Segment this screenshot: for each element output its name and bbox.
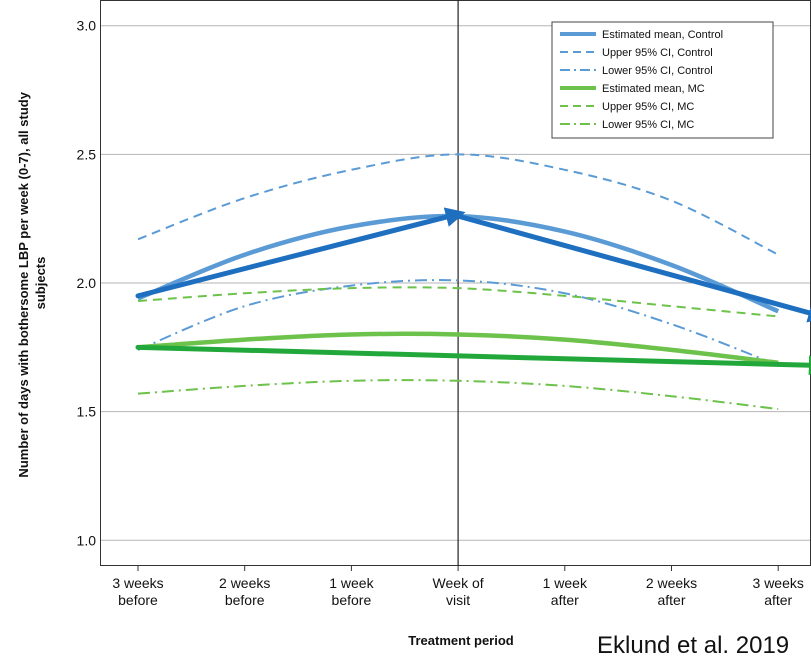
- x-tick-label-2: 1 week before: [329, 575, 374, 608]
- x-axis-label: Treatment period: [408, 633, 514, 648]
- y-tick-label-3: 2.5: [77, 146, 97, 162]
- series-line-5: [137, 379, 779, 411]
- x-tick-label-0-line-2: before: [118, 592, 158, 608]
- y-axis-label-line-2: subjects: [33, 257, 48, 310]
- y-tick-label-4: 3.0: [77, 18, 97, 34]
- annotation-arrow-2: [135, 344, 811, 376]
- x-tick-label-0: 3 weeks before: [112, 575, 163, 608]
- annotation-arrow-0: [135, 207, 466, 299]
- x-tick-label-3: Week of visit: [433, 575, 484, 608]
- x-tick-label-5: 2 weeks after: [646, 575, 697, 608]
- x-tick-label-1-line-1: 2 weeks: [219, 575, 270, 591]
- x-tick-label-4: 1 week after: [543, 575, 588, 608]
- series-line-3: [137, 331, 779, 365]
- x-tick-label-0-line-1: 3 weeks: [112, 575, 163, 591]
- citation: Eklund et al. 2019: [597, 632, 790, 659]
- legend-label-3: Estimated mean, MC: [602, 83, 705, 95]
- annotation-arrow-1: [455, 213, 811, 323]
- legend-label-5: Lower 95% CI, MC: [602, 119, 694, 131]
- x-tick-label-2-line-1: 1 week: [329, 575, 374, 591]
- legend-label-1: Upper 95% CI, Control: [602, 47, 713, 59]
- legend-label-2: Lower 95% CI, Control: [602, 65, 713, 77]
- x-tick-label-6-line-1: 3 weeks: [753, 575, 804, 591]
- x-tick-label-4-line-1: 1 week: [543, 575, 588, 591]
- x-tick-label-3-line-2: visit: [446, 592, 470, 608]
- x-tick-label-1: 2 weeks before: [219, 575, 270, 608]
- y-tick-label-1: 1.5: [77, 404, 97, 420]
- x-tick-label-5-line-2: after: [657, 592, 685, 608]
- x-tick-label-2-line-2: before: [332, 592, 372, 608]
- series-line-4: [137, 286, 779, 318]
- y-tick-label-2: 2.0: [77, 275, 97, 291]
- legend-box: [551, 21, 774, 139]
- legend-label-0: Estimated mean, Control: [602, 29, 723, 41]
- legend-label-4: Upper 95% CI, MC: [602, 101, 694, 113]
- y-tick-label-0: 1.0: [77, 532, 97, 548]
- y-axis-label-line-1: Number of days with bothersome LBP per w…: [16, 91, 31, 477]
- series-line-1: [137, 153, 779, 256]
- x-tick-label-5-line-1: 2 weeks: [646, 575, 697, 591]
- x-tick-label-6: 3 weeks after: [753, 575, 804, 608]
- x-tick-label-6-line-2: after: [764, 592, 792, 608]
- x-tick-label-4-line-2: after: [551, 592, 579, 608]
- x-tick-label-1-line-2: before: [225, 592, 265, 608]
- x-tick-label-3-line-1: Week of: [433, 575, 484, 591]
- legend: Estimated mean, Control Upper 95% CI, Con…: [551, 21, 774, 139]
- y-axis-label: Number of days with bothersome LBP per w…: [16, 88, 48, 477]
